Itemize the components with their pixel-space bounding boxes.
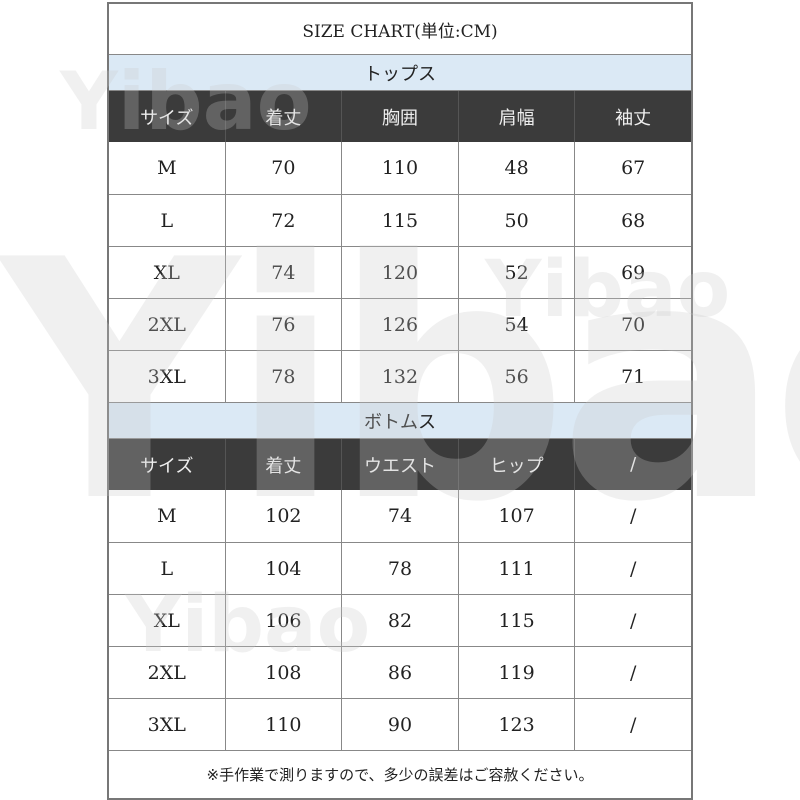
measurement-cell: / [574, 490, 691, 542]
measurement-cell: 115 [341, 195, 458, 246]
measurement-cell: 106 [224, 595, 342, 646]
measurement-cell: 76 [224, 299, 342, 350]
bottoms-header-row: サイズ 着丈 ウエスト ヒップ / [109, 438, 691, 490]
chart-title: SIZE CHART(単位:CM) [302, 21, 498, 42]
tops-table-row: L 72 115 50 68 [109, 194, 691, 246]
measurement-cell: 102 [224, 490, 342, 542]
tops-body: M 70 110 48 67 L 72 115 50 68 XL 74 120 52 69 2XL 76 126 5… [109, 142, 691, 402]
tops-section-label: トップス [109, 54, 691, 90]
measurement-cell: 107 [457, 490, 575, 542]
tops-table-row: 3XL 78 132 56 71 [109, 350, 691, 402]
tops-column-header: 肩幅 [457, 91, 575, 142]
tops-header-row: サイズ 着丈 胸囲 肩幅 袖丈 [109, 90, 691, 142]
bottoms-table-row: 2XL 108 86 119/ [109, 646, 691, 698]
size-cell: 3XL [147, 365, 186, 388]
size-cell: 2XL [147, 313, 186, 336]
measurement-cell: / [574, 595, 691, 646]
size-cell: L [160, 209, 174, 232]
measurement-cell: 54 [457, 299, 575, 350]
measurement-cell: 86 [341, 647, 458, 698]
measurement-cell: 48 [457, 142, 575, 194]
size-cell: M [157, 157, 177, 179]
size-cell: M [157, 505, 177, 527]
bottoms-table-row: 3XL 110 90 123/ [109, 698, 691, 750]
measurement-cell: 120 [341, 247, 458, 298]
bottoms-table-row: M 102 74 107/ [109, 490, 691, 542]
tops-column-header: 袖丈 [574, 91, 691, 142]
measurement-cell: 71 [574, 351, 691, 402]
measurement-cell: 119 [457, 647, 575, 698]
measurement-note: ※手作業で測りますので、多少の誤差はご容赦ください。 [109, 750, 691, 798]
bottoms-column-header: / [574, 439, 691, 490]
bottoms-table-row: L 104 78 111/ [109, 542, 691, 594]
bottoms-column-header: サイズ [140, 455, 194, 477]
measurement-cell: 70 [574, 299, 691, 350]
size-chart-table: SIZE CHART(単位:CM) トップス サイズ 着丈 胸囲 肩幅 袖丈 M 70 11… [107, 2, 693, 800]
measurement-cell: 67 [574, 142, 691, 194]
measurement-cell: 123 [457, 699, 575, 750]
bottoms-table-row: XL 106 82 115/ [109, 594, 691, 646]
tops-table-row: M 70 110 48 67 [109, 142, 691, 194]
measurement-cell: 126 [341, 299, 458, 350]
size-cell: 3XL [147, 713, 186, 736]
bottoms-section-label: ボトムス [109, 402, 691, 438]
measurement-cell: 70 [224, 142, 342, 194]
bottoms-column-header: ヒップ [457, 439, 575, 490]
measurement-cell: 110 [341, 142, 458, 194]
measurement-cell: 72 [224, 195, 342, 246]
measurement-cell: / [574, 543, 691, 594]
bottoms-body: M 102 74 107/L 104 78 111/XL 106 82 115/2XL 108 86 1… [109, 490, 691, 750]
size-cell: 2XL [147, 661, 186, 684]
measurement-cell: 74 [224, 247, 342, 298]
measurement-cell: 108 [224, 647, 342, 698]
tops-table-row: 2XL 76 126 54 70 [109, 298, 691, 350]
size-cell: XL [153, 609, 180, 632]
measurement-cell: 110 [224, 699, 342, 750]
measurement-cell: 74 [341, 490, 458, 542]
measurement-cell: 90 [341, 699, 458, 750]
measurement-cell: / [574, 699, 691, 750]
bottoms-column-header: ウエスト [341, 439, 458, 490]
measurement-cell: 132 [341, 351, 458, 402]
measurement-cell: 68 [574, 195, 691, 246]
measurement-cell: 69 [574, 247, 691, 298]
measurement-cell: 104 [224, 543, 342, 594]
tops-column-header: 着丈 [224, 91, 342, 142]
measurement-cell: 56 [457, 351, 575, 402]
tops-column-header: サイズ [140, 107, 194, 129]
measurement-cell: 115 [457, 595, 575, 646]
bottoms-column-header: 着丈 [224, 439, 342, 490]
measurement-cell: 50 [457, 195, 575, 246]
measurement-cell: / [574, 647, 691, 698]
tops-table-row: XL 74 120 52 69 [109, 246, 691, 298]
measurement-cell: 52 [457, 247, 575, 298]
measurement-cell: 78 [341, 543, 458, 594]
tops-column-header: 胸囲 [341, 91, 458, 142]
measurement-cell: 82 [341, 595, 458, 646]
measurement-cell: 111 [457, 543, 575, 594]
size-cell: XL [153, 261, 180, 284]
measurement-cell: 78 [224, 351, 342, 402]
size-cell: L [160, 557, 174, 580]
